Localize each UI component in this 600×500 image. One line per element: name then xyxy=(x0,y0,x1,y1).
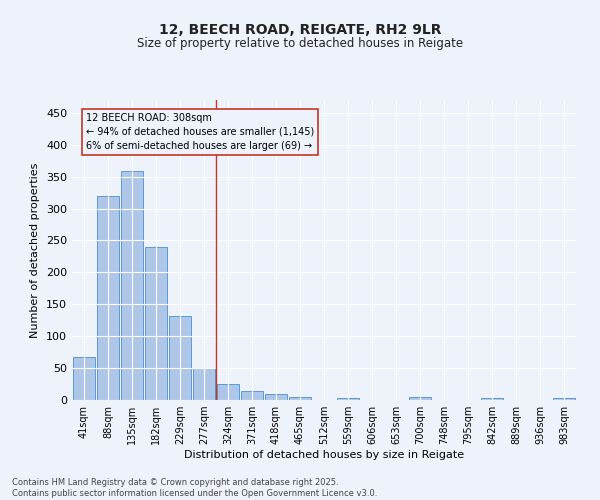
Bar xyxy=(553,398,575,400)
Bar xyxy=(409,398,431,400)
Bar xyxy=(193,368,215,400)
Bar xyxy=(241,391,263,400)
Text: 12 BEECH ROAD: 308sqm
← 94% of detached houses are smaller (1,145)
6% of semi-de: 12 BEECH ROAD: 308sqm ← 94% of detached … xyxy=(86,113,314,151)
Bar xyxy=(217,384,239,400)
Text: Size of property relative to detached houses in Reigate: Size of property relative to detached ho… xyxy=(137,38,463,51)
Bar xyxy=(265,394,287,400)
Bar xyxy=(289,398,311,400)
Bar xyxy=(169,316,191,400)
Bar xyxy=(73,357,95,400)
Bar xyxy=(121,172,143,400)
Y-axis label: Number of detached properties: Number of detached properties xyxy=(31,162,40,338)
X-axis label: Distribution of detached houses by size in Reigate: Distribution of detached houses by size … xyxy=(184,450,464,460)
Text: 12, BEECH ROAD, REIGATE, RH2 9LR: 12, BEECH ROAD, REIGATE, RH2 9LR xyxy=(159,22,441,36)
Bar xyxy=(481,398,503,400)
Text: Contains HM Land Registry data © Crown copyright and database right 2025.
Contai: Contains HM Land Registry data © Crown c… xyxy=(12,478,377,498)
Bar xyxy=(145,247,167,400)
Bar xyxy=(337,398,359,400)
Bar xyxy=(97,196,119,400)
